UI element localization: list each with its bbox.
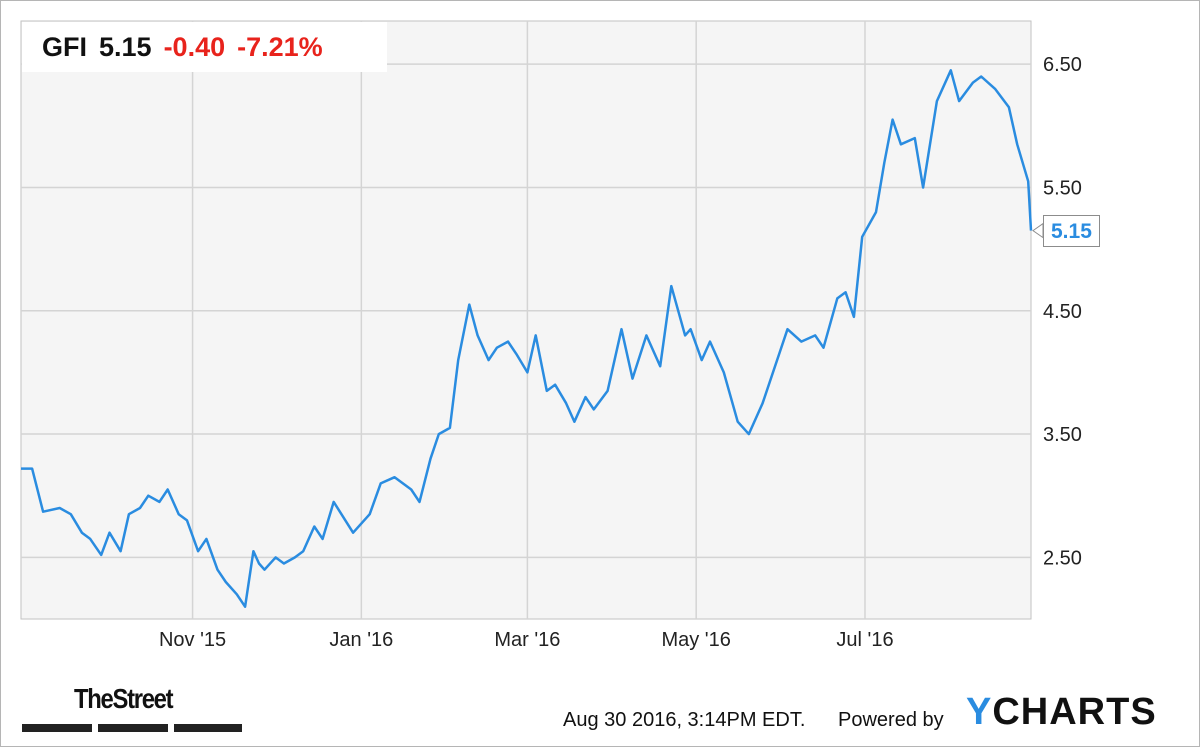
price-change: -0.40 [163,31,226,62]
last-value-label: 5.15 [1043,214,1100,247]
grid-lines [21,21,1031,619]
ycharts-logo-y: Y [966,691,993,733]
price-line [21,69,1033,608]
x-tick-label: Mar '16 [494,629,560,651]
plot-area [20,20,1032,620]
x-tick-label: Jan '16 [329,629,393,651]
y-axis: 2.50 3.50 4.50 5.50 6.50 [1043,54,1082,569]
x-tick-label: Jul '16 [836,629,893,651]
thestreet-logo-bar [98,724,168,732]
y-tick-label: 5.50 [1043,177,1082,199]
y-tick-label: 2.50 [1043,547,1082,569]
thestreet-logo-bar [22,724,92,732]
current-price: 5.15 [99,31,152,62]
last-value-pointer [1032,222,1044,239]
thestreet-logo-bar [174,724,242,732]
quote-header: GFI 5.15 -0.40 -7.21% [22,22,387,72]
powered-by-text: Powered by [838,709,944,731]
ticker-symbol: GFI [42,31,87,62]
x-tick-label: May '16 [661,629,730,651]
price-change-percent: -7.21% [237,31,323,62]
y-tick-label: 4.50 [1043,301,1082,323]
ycharts-logo: YCHARTS [966,691,1157,734]
y-tick-label: 6.50 [1043,54,1082,76]
ycharts-logo-text: CHARTS [992,691,1157,733]
x-axis: Nov '15 Jan '16 Mar '16 May '16 Jul '16 [159,629,894,651]
thestreet-logo: TheStreet [74,683,174,714]
timestamp: Aug 30 2016, 3:14PM EDT. [563,709,806,731]
x-tick-label: Nov '15 [159,629,226,651]
y-tick-label: 3.50 [1043,424,1082,446]
